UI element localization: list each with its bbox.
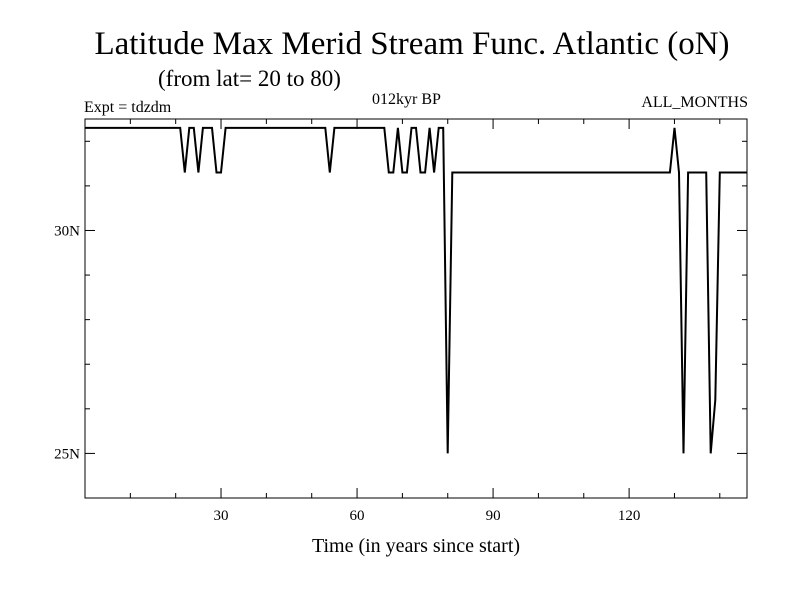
experiment-label: Expt = tdzdm xyxy=(84,99,172,116)
axis-ticks xyxy=(85,119,747,498)
period-label: 012kyr BP xyxy=(372,91,441,108)
x-tick-label: 90 xyxy=(486,508,501,524)
series-line xyxy=(85,126,747,454)
x-axis-label: Time (in years since start) xyxy=(312,535,520,557)
x-tick-label: 120 xyxy=(618,508,641,524)
y-tick-label: 30N xyxy=(54,223,80,239)
months-label: ALL_MONTHS xyxy=(641,94,748,111)
axis-tick-labels: 30 60 90 120 25N 30N xyxy=(54,223,640,524)
chart-title: Latitude Max Merid Stream Func. Atlantic… xyxy=(94,26,730,62)
plot-frame xyxy=(84,118,748,499)
chart-subtitle: (from lat= 20 to 80) xyxy=(158,66,341,91)
x-tick-label: 30 xyxy=(214,508,229,524)
x-tick-label: 60 xyxy=(350,508,365,524)
y-tick-label: 25N xyxy=(54,446,80,462)
